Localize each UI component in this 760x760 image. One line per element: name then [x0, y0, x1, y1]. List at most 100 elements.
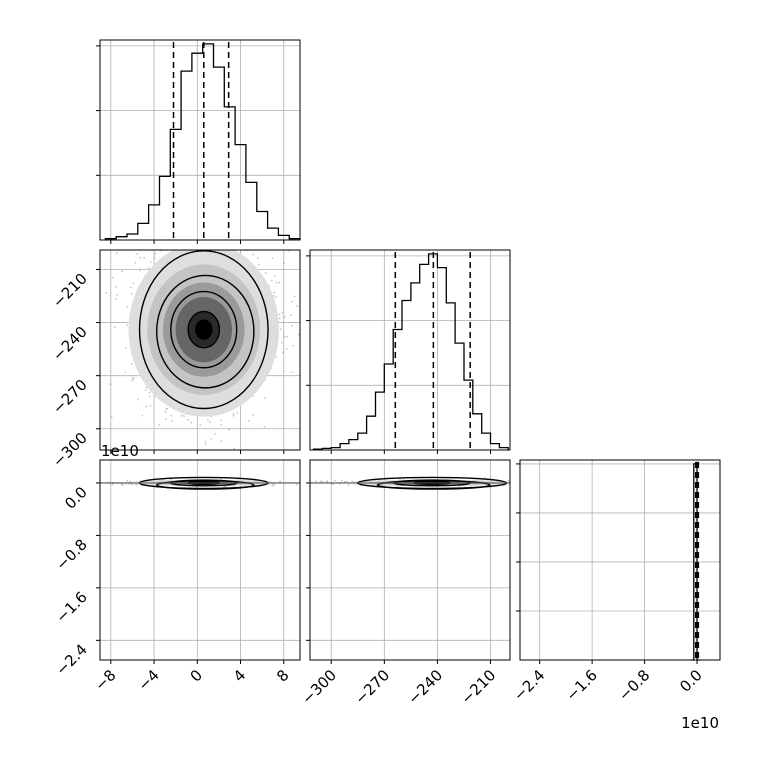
scatter-point [188, 243, 190, 245]
scatter-point [165, 242, 167, 244]
scatter-point [341, 479, 343, 482]
marks-layer [104, 42, 701, 661]
scatter-point [290, 324, 293, 327]
scatter-point [171, 420, 174, 422]
scatter-point [257, 263, 260, 266]
scatter-point [139, 256, 142, 259]
y-tick-label-p2: −300 [49, 429, 91, 471]
scatter-point [286, 336, 289, 338]
scatter-point [170, 414, 173, 417]
scatter-point [280, 341, 283, 344]
scatter-point [187, 246, 189, 248]
scatter-point [326, 480, 328, 483]
scatter-point [149, 261, 152, 263]
scatter-point [210, 438, 213, 440]
scatter-point [265, 271, 267, 274]
frames-layer [96, 39, 721, 664]
scatter-point [164, 223, 166, 225]
scatter-point [285, 348, 288, 350]
y-tick-label-p3: −1.6 [52, 588, 90, 626]
scatter-point [114, 286, 117, 288]
x-tick-label-p2: −300 [298, 666, 340, 708]
scatter-point [147, 267, 150, 270]
scatter-point [273, 275, 276, 278]
scatter-point [535, 480, 537, 482]
scatter-point [209, 421, 211, 423]
scatter-point [184, 242, 186, 244]
scatter-point [136, 252, 139, 255]
scatter-point [207, 418, 209, 421]
scatter-point [290, 314, 293, 316]
x-tick-label-p3: −1.6 [562, 666, 600, 704]
scatter-point [188, 228, 190, 230]
scatter-point [183, 415, 186, 417]
scatter-point [129, 286, 132, 288]
scatter-point [183, 211, 185, 213]
histogram-step-1 [104, 43, 301, 240]
scatter-point [278, 281, 281, 284]
scatter-point [165, 418, 168, 421]
scatter-point [222, 236, 224, 238]
scatter-point [109, 383, 112, 386]
scatter-point [251, 207, 253, 209]
x-tick-label-p2: −270 [351, 666, 393, 708]
scatter-point [132, 282, 135, 285]
scatter-point [284, 335, 286, 338]
scatter-point [232, 414, 235, 417]
scatter-point [512, 483, 514, 485]
scatter-point [121, 484, 124, 487]
scatter-point [185, 223, 187, 225]
scatter-point [137, 398, 139, 401]
x-tick-label-p2: −240 [404, 666, 446, 708]
scatter-point [252, 253, 254, 256]
scatter-point [134, 261, 137, 264]
scatter-point [114, 326, 116, 329]
y-tick-label-p3: −2.4 [52, 640, 90, 678]
scatter-point [145, 405, 148, 408]
x-tick-label-p3: 0.0 [676, 666, 706, 696]
scatter-point [129, 480, 132, 483]
scatter-point [514, 481, 516, 483]
scatter-point [223, 486, 225, 488]
scatter-point [112, 276, 114, 279]
y-tick-label-p2: −240 [49, 323, 91, 365]
scatter-point [247, 419, 250, 422]
scatter-point [164, 410, 167, 413]
scatter-point [220, 440, 223, 442]
scatter-point [105, 291, 108, 294]
x-tick-label-p2: −210 [457, 666, 499, 708]
scatter-point [115, 294, 118, 296]
scatter-point [228, 218, 230, 220]
scatter-point [110, 416, 113, 418]
scatter-point [293, 295, 296, 298]
scatter-point [131, 293, 133, 295]
scatter-point [279, 480, 282, 483]
density-group [310, 476, 551, 490]
histogram-panel-1 [99, 39, 301, 241]
scatter-point [165, 408, 168, 410]
scatter-point [263, 397, 266, 399]
scatter-point [214, 433, 217, 435]
scatter-point [549, 483, 551, 485]
scatter-point [132, 376, 135, 379]
scatter-point [252, 414, 255, 416]
scatter-point [170, 230, 172, 232]
scatter-point [228, 428, 231, 431]
scatter-point [296, 304, 298, 307]
scatter-point [115, 298, 117, 301]
scatter-point [292, 344, 295, 347]
scatter-point [224, 209, 226, 211]
scatter-panel-3-1 [99, 459, 301, 661]
scatter-point [281, 351, 284, 354]
x-tick-label-p1: −4 [135, 666, 163, 694]
scatter-point [236, 412, 239, 415]
scatter-point [143, 257, 146, 259]
scatter-point [275, 296, 277, 299]
scatter-point [141, 414, 144, 417]
scatter-point [531, 483, 533, 485]
y-tick-label-p2: −270 [49, 376, 91, 418]
scatter-point [245, 455, 247, 457]
scatter-point [121, 483, 124, 486]
scatter-point [233, 247, 235, 249]
scatter-point [141, 220, 143, 222]
